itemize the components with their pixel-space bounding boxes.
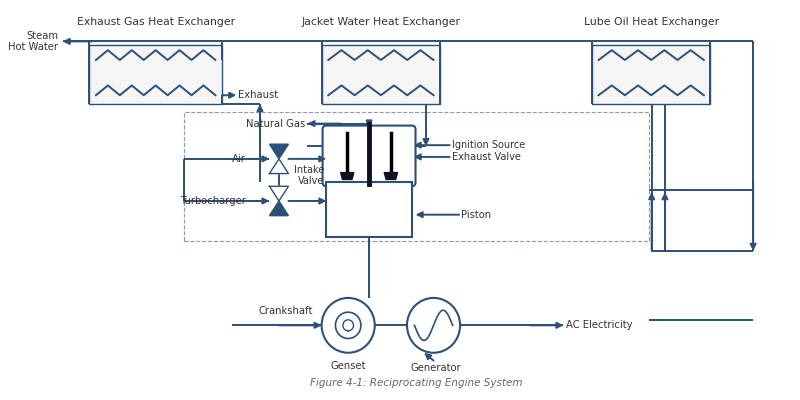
Polygon shape — [384, 172, 398, 180]
Text: Exhaust Valve: Exhaust Valve — [451, 152, 521, 162]
Text: Generator: Generator — [410, 362, 461, 372]
Text: Exhaust: Exhaust — [238, 90, 278, 100]
Polygon shape — [341, 172, 354, 180]
FancyBboxPatch shape — [322, 126, 415, 186]
Polygon shape — [270, 186, 289, 201]
Circle shape — [335, 312, 361, 338]
Text: Jacket Water Heat Exchanger: Jacket Water Heat Exchanger — [302, 17, 461, 27]
Text: Air: Air — [232, 154, 246, 164]
Circle shape — [407, 298, 460, 353]
Text: Piston: Piston — [461, 210, 491, 220]
Text: Steam
Hot Water: Steam Hot Water — [8, 30, 58, 52]
Bar — [326, 182, 412, 237]
Bar — [184, 112, 649, 241]
Bar — [90, 45, 222, 104]
Circle shape — [322, 298, 374, 353]
Polygon shape — [270, 144, 289, 159]
Text: AC Electricity: AC Electricity — [566, 320, 633, 330]
Text: Exhaust Gas Heat Exchanger: Exhaust Gas Heat Exchanger — [77, 17, 234, 27]
Text: Natural Gas: Natural Gas — [246, 119, 306, 129]
Text: Figure 4-1: Reciprocating Engine System: Figure 4-1: Reciprocating Engine System — [310, 378, 522, 388]
Text: Crankshaft: Crankshaft — [258, 306, 313, 316]
Text: Intake
Valve: Intake Valve — [294, 165, 325, 186]
Text: Genset: Genset — [330, 360, 366, 370]
Bar — [592, 45, 710, 104]
Polygon shape — [270, 159, 289, 174]
Text: Turbocharger: Turbocharger — [180, 196, 246, 206]
Text: Ignition Source: Ignition Source — [451, 140, 525, 150]
Polygon shape — [270, 201, 289, 216]
Bar — [322, 45, 440, 104]
Text: Lube Oil Heat Exchanger: Lube Oil Heat Exchanger — [584, 17, 718, 27]
